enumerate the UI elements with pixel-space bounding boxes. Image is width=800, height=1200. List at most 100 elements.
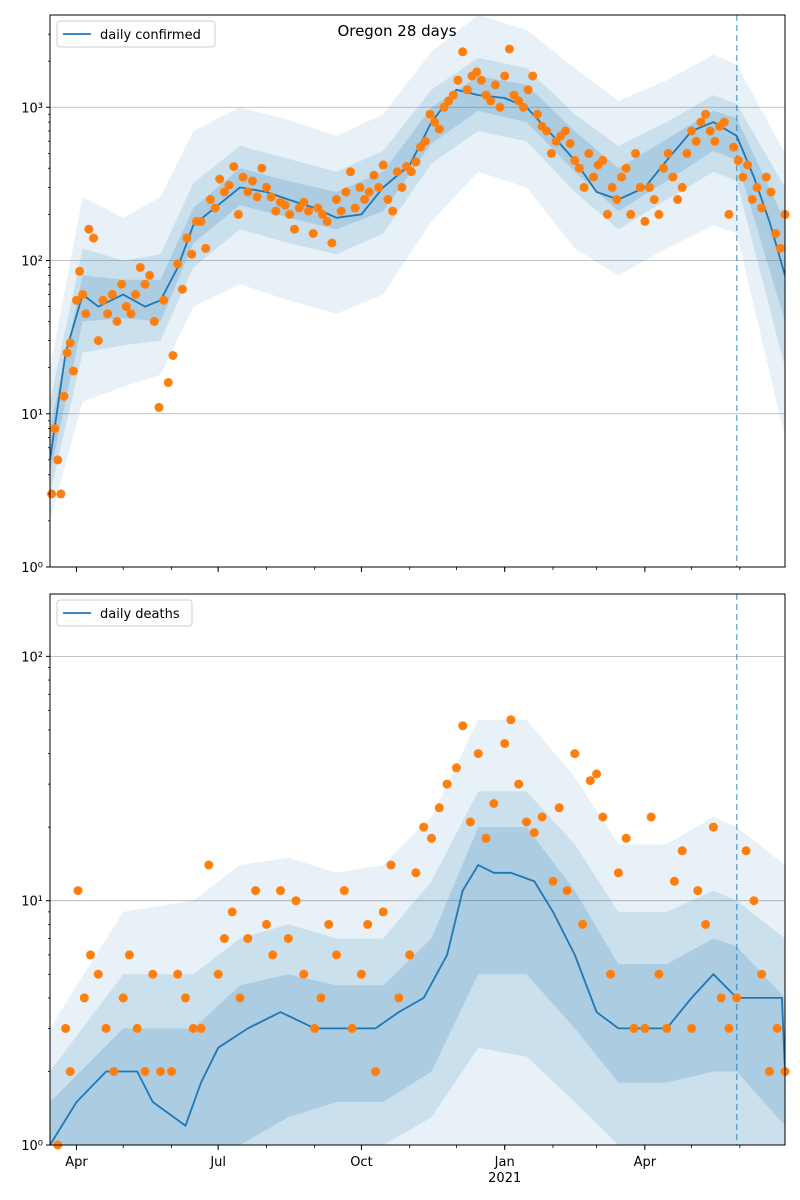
y-tick-label: 10¹: [21, 408, 43, 423]
y-tick-label: 10⁰: [21, 1139, 43, 1154]
observed-point: [224, 180, 234, 190]
observed-point: [578, 919, 588, 929]
observed-point: [427, 833, 436, 843]
observed-point: [73, 886, 83, 896]
observed-point: [476, 75, 486, 85]
observed-point: [126, 309, 136, 319]
observed-point: [159, 295, 169, 305]
x-tick-label: Jan: [494, 1155, 515, 1170]
observed-point: [523, 85, 533, 95]
observed-point: [705, 126, 715, 136]
observed-point: [324, 919, 334, 929]
observed-point: [598, 155, 608, 165]
observed-point: [696, 117, 706, 127]
observed-point: [156, 1067, 166, 1076]
observed-point: [425, 109, 435, 119]
observed-point: [732, 993, 742, 1003]
observed-point: [473, 749, 483, 759]
observed-point: [490, 80, 500, 90]
observed-point: [235, 993, 245, 1003]
observed-point: [50, 424, 60, 434]
observed-point: [117, 279, 127, 289]
observed-point: [669, 876, 679, 886]
observed-point: [132, 1023, 142, 1033]
observed-point: [181, 993, 190, 1003]
observed-point: [121, 302, 131, 312]
observed-point: [131, 290, 141, 299]
observed-point: [442, 779, 452, 789]
observed-point: [592, 769, 602, 779]
observed-point: [411, 157, 421, 167]
observed-point: [645, 182, 654, 192]
legend: daily confirmed: [56, 20, 216, 48]
legend-label: daily confirmed: [100, 28, 201, 43]
observed-point: [565, 139, 575, 148]
observed-point: [640, 1023, 650, 1033]
observed-point: [406, 167, 416, 177]
x-tick-label: Apr: [65, 1155, 88, 1170]
observed-point: [613, 868, 623, 878]
observed-point: [360, 195, 370, 204]
observed-point: [529, 828, 539, 838]
uncertainty-band: [50, 76, 785, 475]
observed-point: [579, 182, 589, 192]
observed-point: [584, 148, 594, 158]
observed-point: [204, 860, 214, 870]
observed-point: [772, 1023, 782, 1033]
observed-point: [451, 763, 461, 773]
observed-point: [626, 209, 636, 219]
observed-point: [310, 1023, 320, 1033]
observed-point: [308, 229, 318, 238]
observed-point: [420, 136, 430, 146]
observed-point: [313, 203, 323, 213]
observed-point: [775, 243, 785, 253]
observed-point: [355, 182, 365, 192]
observed-point: [486, 96, 496, 106]
observed-point: [65, 1067, 75, 1076]
observed-point: [430, 117, 440, 127]
observed-point: [247, 176, 257, 186]
observed-point: [283, 934, 293, 943]
observed-point: [465, 817, 475, 827]
observed-point: [53, 455, 63, 465]
observed-point: [663, 148, 673, 158]
observed-point: [383, 195, 393, 204]
observed-point: [701, 109, 711, 119]
series-line: [50, 863, 785, 1145]
observed-point: [347, 1023, 357, 1033]
observed-point: [388, 206, 398, 216]
observed-point: [434, 124, 444, 134]
observed-point: [701, 919, 711, 929]
observed-point: [724, 209, 734, 219]
observed-point: [98, 295, 108, 305]
observed-point: [145, 270, 155, 280]
axes-frame: [49, 593, 786, 1146]
observed-point: [167, 1067, 176, 1076]
observed-point: [719, 117, 729, 127]
observed-point: [154, 402, 164, 412]
observed-point: [386, 860, 396, 870]
observed-point: [227, 907, 237, 917]
observed-point: [654, 969, 664, 979]
observed-point: [570, 155, 580, 165]
observed-point: [148, 969, 158, 979]
observed-point: [47, 489, 57, 499]
observed-point: [72, 295, 81, 305]
observed-point: [210, 203, 220, 213]
observed-point: [280, 200, 290, 210]
observed-point: [747, 195, 757, 204]
observed-point: [299, 969, 309, 979]
observed-point: [327, 238, 337, 248]
legend: daily deaths: [56, 599, 193, 627]
observed-point: [757, 203, 767, 213]
observed-point: [603, 209, 612, 219]
observed-point: [346, 167, 355, 177]
x-tick-label: Apr: [634, 1155, 657, 1170]
observed-point: [649, 195, 659, 204]
observed-point: [93, 336, 103, 346]
observed-point: [687, 1023, 697, 1033]
observed-point: [495, 102, 505, 112]
observed-point: [677, 182, 687, 192]
observed-point: [640, 216, 650, 226]
